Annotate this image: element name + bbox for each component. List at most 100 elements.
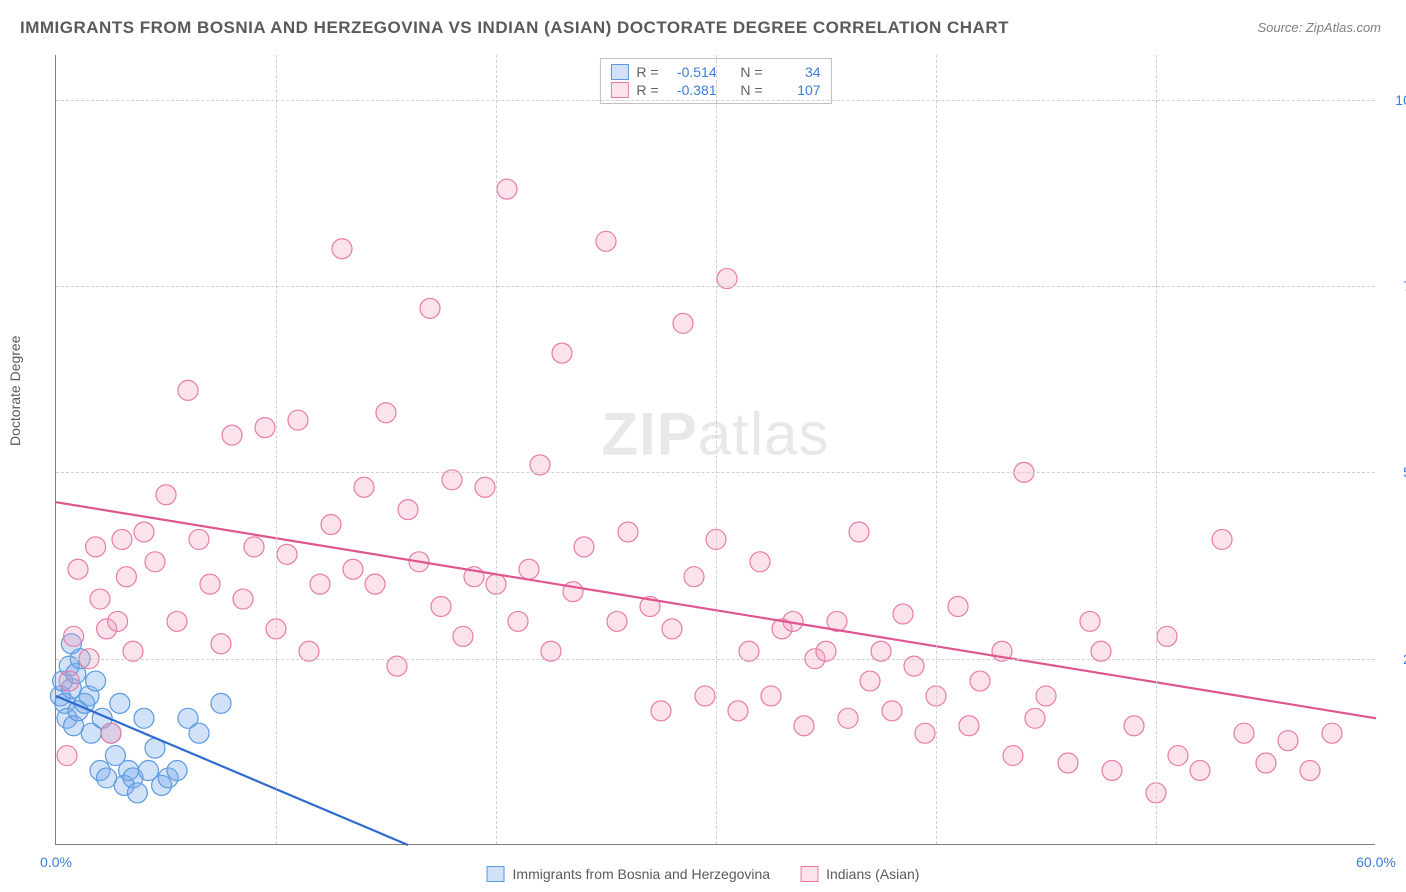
- scatter-point-indian: [167, 611, 187, 631]
- scatter-point-indian: [277, 544, 297, 564]
- x-tick-label: 0.0%: [40, 854, 72, 870]
- scatter-point-indian: [332, 239, 352, 259]
- stats-swatch-indian: [610, 82, 628, 98]
- stats-n-value-bosnia: 34: [771, 64, 821, 80]
- scatter-point-bosnia: [189, 723, 209, 743]
- scatter-point-indian: [101, 723, 121, 743]
- scatter-point-indian: [1036, 686, 1056, 706]
- scatter-point-indian: [145, 552, 165, 572]
- y-tick-label: 7.5%: [1380, 278, 1406, 294]
- stats-r-value-indian: -0.381: [667, 82, 717, 98]
- source-attribution: Source: ZipAtlas.com: [1257, 20, 1381, 35]
- scatter-point-indian: [1234, 723, 1254, 743]
- scatter-point-indian: [86, 537, 106, 557]
- scatter-point-indian: [255, 418, 275, 438]
- scatter-point-indian: [343, 559, 363, 579]
- y-axis-label: Doctorate Degree: [7, 335, 23, 446]
- scatter-point-indian: [728, 701, 748, 721]
- scatter-point-indian: [211, 634, 231, 654]
- scatter-point-indian: [893, 604, 913, 624]
- gridline-vertical: [276, 55, 277, 844]
- scatter-point-indian: [915, 723, 935, 743]
- scatter-point-indian: [860, 671, 880, 691]
- scatter-point-indian: [552, 343, 572, 363]
- y-tick-label: 10.0%: [1380, 92, 1406, 108]
- scatter-point-indian: [794, 716, 814, 736]
- scatter-point-bosnia: [86, 671, 106, 691]
- scatter-point-indian: [508, 611, 528, 631]
- scatter-point-indian: [189, 529, 209, 549]
- y-tick-label: 2.5%: [1380, 651, 1406, 667]
- scatter-point-indian: [233, 589, 253, 609]
- scatter-point-indian: [1256, 753, 1276, 773]
- scatter-point-indian: [1058, 753, 1078, 773]
- scatter-point-indian: [398, 500, 418, 520]
- scatter-point-indian: [519, 559, 539, 579]
- scatter-point-indian: [1157, 626, 1177, 646]
- scatter-point-indian: [321, 515, 341, 535]
- scatter-point-indian: [376, 403, 396, 423]
- scatter-point-indian: [57, 746, 77, 766]
- legend-label-bosnia: Immigrants from Bosnia and Herzegovina: [513, 866, 771, 882]
- scatter-point-indian: [607, 611, 627, 631]
- scatter-point-indian: [365, 574, 385, 594]
- scatter-point-indian: [673, 313, 693, 333]
- stats-r-label: R =: [636, 82, 658, 98]
- scatter-point-bosnia: [127, 783, 147, 803]
- scatter-point-indian: [453, 626, 473, 646]
- scatter-point-indian: [1212, 529, 1232, 549]
- scatter-point-indian: [244, 537, 264, 557]
- stats-n-label: N =: [740, 82, 762, 98]
- scatter-point-indian: [1080, 611, 1100, 631]
- legend-swatch-bosnia: [487, 866, 505, 882]
- scatter-point-bosnia: [134, 708, 154, 728]
- scatter-point-indian: [695, 686, 715, 706]
- stats-r-value-bosnia: -0.514: [667, 64, 717, 80]
- scatter-point-indian: [1003, 746, 1023, 766]
- scatter-point-indian: [651, 701, 671, 721]
- scatter-point-indian: [1278, 731, 1298, 751]
- y-tick-label: 5.0%: [1380, 464, 1406, 480]
- scatter-point-indian: [1124, 716, 1144, 736]
- scatter-point-indian: [1168, 746, 1188, 766]
- legend-swatch-indian: [800, 866, 818, 882]
- scatter-point-bosnia: [211, 693, 231, 713]
- scatter-point-indian: [112, 529, 132, 549]
- scatter-point-indian: [1190, 760, 1210, 780]
- scatter-point-indian: [948, 597, 968, 617]
- scatter-point-indian: [959, 716, 979, 736]
- scatter-point-indian: [156, 485, 176, 505]
- scatter-point-indian: [1322, 723, 1342, 743]
- scatter-point-indian: [178, 380, 198, 400]
- stats-swatch-bosnia: [610, 64, 628, 80]
- scatter-point-indian: [761, 686, 781, 706]
- scatter-point-indian: [1102, 760, 1122, 780]
- scatter-point-indian: [574, 537, 594, 557]
- stats-n-value-indian: 107: [771, 82, 821, 98]
- scatter-point-indian: [662, 619, 682, 639]
- x-tick-label: 60.0%: [1356, 854, 1396, 870]
- scatter-point-indian: [475, 477, 495, 497]
- scatter-point-indian: [116, 567, 136, 587]
- scatter-point-indian: [596, 231, 616, 251]
- scatter-point-indian: [970, 671, 990, 691]
- scatter-point-indian: [431, 597, 451, 617]
- scatter-point-bosnia: [110, 693, 130, 713]
- bottom-legend: Immigrants from Bosnia and Herzegovina In…: [487, 866, 920, 882]
- scatter-point-indian: [420, 298, 440, 318]
- scatter-point-indian: [1025, 708, 1045, 728]
- legend-item-bosnia: Immigrants from Bosnia and Herzegovina: [487, 866, 771, 882]
- scatter-point-indian: [200, 574, 220, 594]
- scatter-point-indian: [108, 611, 128, 631]
- scatter-point-indian: [68, 559, 88, 579]
- scatter-point-indian: [59, 671, 79, 691]
- legend-item-indian: Indians (Asian): [800, 866, 919, 882]
- scatter-point-bosnia: [167, 760, 187, 780]
- gridline-vertical: [936, 55, 937, 844]
- scatter-point-indian: [618, 522, 638, 542]
- scatter-point-indian: [882, 701, 902, 721]
- scatter-point-indian: [310, 574, 330, 594]
- plot-area: ZIPatlas R =-0.514 N =34R =-0.381 N =107…: [55, 55, 1375, 845]
- stats-n-label: N =: [740, 64, 762, 80]
- scatter-point-indian: [64, 626, 84, 646]
